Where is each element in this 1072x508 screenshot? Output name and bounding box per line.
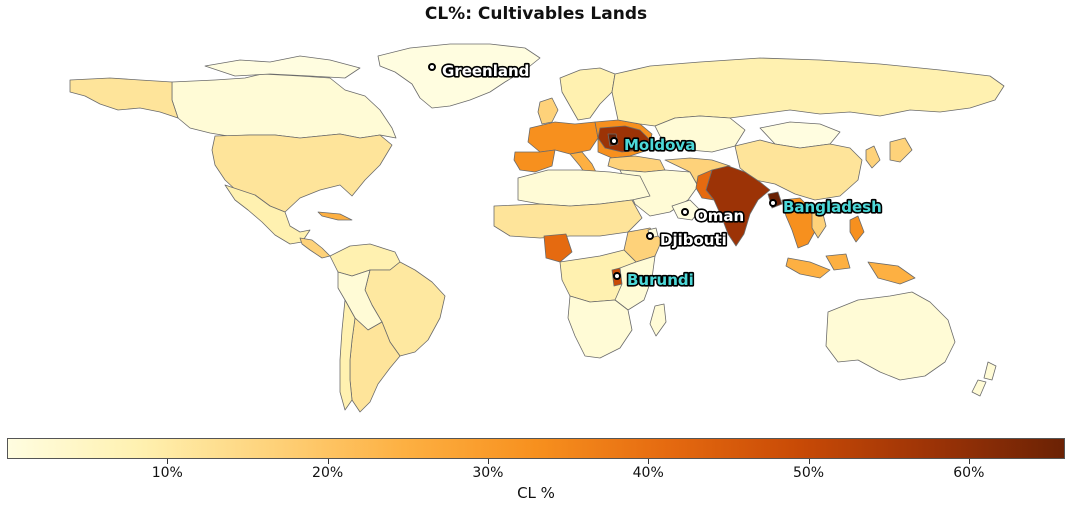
- colorbar-tick-label: 20%: [312, 465, 344, 481]
- country-iberia[interactable]: [513, 149, 556, 173]
- country-cuba[interactable]: [317, 211, 353, 221]
- country-western-europe[interactable]: [527, 121, 599, 155]
- country-indonesia[interactable]: [785, 253, 916, 285]
- marker-icon: [646, 232, 654, 240]
- country-southern-africa[interactable]: [567, 295, 633, 359]
- colorbar-tick-label: 40%: [632, 465, 664, 481]
- country-australia[interactable]: [825, 291, 956, 381]
- colorbar-tick: [327, 459, 329, 464]
- marker-icon: [769, 199, 777, 207]
- marker-icon: [428, 63, 436, 71]
- country-north-africa[interactable]: [517, 169, 651, 207]
- country-east-africa[interactable]: [614, 255, 656, 311]
- country-canada[interactable]: [171, 73, 397, 139]
- country-greenland[interactable]: [377, 43, 541, 109]
- country-chile[interactable]: [339, 299, 356, 411]
- country-new-zealand[interactable]: [971, 361, 997, 397]
- country-annotations: Greenland Moldova Oman Bangladesh Djibouti Bu…: [428, 60, 883, 291]
- country-label-djibouti: Djibouti: [660, 231, 727, 249]
- country-uk[interactable]: [537, 97, 559, 125]
- colorbar-tick-label: 30%: [472, 465, 504, 481]
- country-arctic-islands[interactable]: [204, 55, 361, 79]
- country-mexico[interactable]: [224, 184, 311, 245]
- country-madagascar[interactable]: [649, 303, 667, 337]
- country-india[interactable]: [705, 165, 771, 247]
- country-china[interactable]: [734, 139, 863, 201]
- country-southeast-asia[interactable]: [781, 197, 819, 249]
- marker-icon: [613, 272, 621, 280]
- country-label-burundi: Burundi: [627, 271, 694, 289]
- country-philippines[interactable]: [849, 215, 865, 243]
- country-turkey[interactable]: [607, 155, 666, 173]
- colorbar-tick-label: 60%: [953, 465, 985, 481]
- colorbar-tick-label: 10%: [151, 465, 183, 481]
- colorbar-tick-label: 50%: [792, 465, 825, 481]
- country-label-bangladesh: Bangladesh: [783, 198, 882, 216]
- marker-icon: [610, 137, 618, 145]
- colorbar: [7, 438, 1065, 459]
- country-vietnam[interactable]: [811, 205, 827, 239]
- colorbar-tick: [167, 459, 169, 464]
- country-label-greenland: Greenland: [442, 62, 529, 80]
- colorbar-tick: [808, 459, 810, 464]
- colorbar-label: CL %: [517, 484, 555, 502]
- country-label-oman: Oman: [695, 207, 744, 225]
- colorbar-tick: [968, 459, 970, 464]
- country-nigeria[interactable]: [543, 233, 573, 263]
- chart-title: CL%: Cultivables Lands: [424, 4, 648, 24]
- country-scandinavia[interactable]: [559, 67, 616, 121]
- country-nepal-region[interactable]: [695, 169, 715, 201]
- colorbar-tick: [648, 459, 650, 464]
- country-alaska-usa[interactable]: [69, 77, 179, 119]
- country-korea-japan[interactable]: [865, 137, 913, 169]
- country-sahel[interactable]: [493, 199, 643, 239]
- country-russia[interactable]: [611, 57, 1005, 127]
- country-central-america[interactable]: [299, 237, 331, 259]
- country-label-moldova: Moldova: [624, 136, 695, 154]
- marker-icon: [681, 208, 689, 216]
- colorbar-tick: [487, 459, 489, 464]
